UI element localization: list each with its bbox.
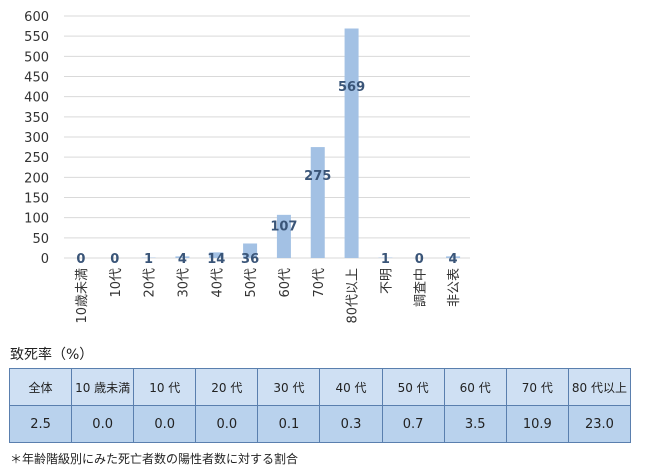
rate-header-cell: 70 代 bbox=[505, 368, 569, 406]
bar-data-label: 1 bbox=[144, 252, 153, 267]
rate-table-value-row: 2.5 0.0 0.0 0.0 0.1 0.3 0.7 3.5 10.9 23.… bbox=[8, 405, 632, 443]
bar bbox=[310, 147, 325, 258]
rate-value-cell: 10.9 bbox=[505, 405, 569, 443]
y-tick-label: 400 bbox=[24, 91, 49, 106]
x-category-label: 10歳未満 bbox=[75, 268, 90, 324]
x-category-label: 不明 bbox=[379, 268, 394, 294]
fatality-rate-title: 致死率（%） bbox=[10, 347, 94, 363]
y-tick-label: 350 bbox=[24, 111, 49, 126]
rate-value-cell: 23.0 bbox=[567, 405, 632, 443]
rate-value-cell: 0.7 bbox=[381, 405, 445, 443]
x-category-label: 10代 bbox=[109, 268, 124, 298]
x-category-label: 60代 bbox=[278, 268, 293, 298]
rate-value-cell: 0.0 bbox=[71, 405, 135, 443]
x-category-label: 40代 bbox=[210, 268, 225, 298]
rate-header-cell: 10 代 bbox=[133, 368, 197, 406]
y-tick-label: 450 bbox=[24, 71, 49, 86]
x-category-label: 20代 bbox=[143, 268, 158, 298]
rate-header-cell: 10 歳未満 bbox=[71, 368, 135, 406]
bar-data-label: 569 bbox=[338, 80, 365, 95]
rate-value-cell: 0.3 bbox=[319, 405, 383, 443]
bar bbox=[344, 28, 359, 259]
rate-value-cell: 2.5 bbox=[8, 405, 73, 443]
x-category-label: 非公表 bbox=[447, 268, 462, 307]
y-tick-label: 100 bbox=[24, 212, 49, 227]
bar bbox=[276, 214, 291, 258]
y-tick-label: 150 bbox=[24, 192, 49, 207]
y-tick-label: 300 bbox=[24, 131, 49, 146]
rate-header-cell: 60 代 bbox=[443, 368, 507, 406]
x-category-label: 調査中 bbox=[413, 268, 428, 307]
x-category-label: 70代 bbox=[312, 268, 327, 298]
bar bbox=[243, 243, 258, 258]
footnote: ＊年齢階級別にみた死亡者数の陽性者数に対する割合 bbox=[10, 452, 299, 466]
bar-data-label: 275 bbox=[304, 169, 331, 184]
bar-data-label: 4 bbox=[449, 252, 458, 267]
x-category-label: 30代 bbox=[176, 268, 191, 298]
bar-data-label: 107 bbox=[270, 220, 297, 235]
rate-header-cell: 全体 bbox=[8, 368, 73, 406]
bar-data-label: 1 bbox=[381, 252, 390, 267]
rate-table-header-row: 全体 10 歳未満 10 代 20 代 30 代 40 代 50 代 60 代 … bbox=[8, 368, 632, 406]
bar-data-label: 14 bbox=[207, 252, 225, 267]
y-tick-label: 50 bbox=[32, 232, 49, 247]
bar-data-label: 36 bbox=[241, 252, 259, 267]
y-tick-label: 600 bbox=[24, 10, 49, 25]
rate-value-cell: 0.0 bbox=[133, 405, 197, 443]
x-category-label: 80代以上 bbox=[346, 268, 361, 324]
bar-data-label: 4 bbox=[178, 252, 187, 267]
x-category-label: 50代 bbox=[244, 268, 259, 298]
bar bbox=[209, 252, 224, 258]
rate-header-cell: 20 代 bbox=[195, 368, 259, 406]
y-tick-label: 200 bbox=[24, 171, 49, 186]
fatality-rate-table: 全体 10 歳未満 10 代 20 代 30 代 40 代 50 代 60 代 … bbox=[8, 368, 632, 443]
y-tick-label: 250 bbox=[24, 151, 49, 166]
bar-data-label: 0 bbox=[76, 252, 85, 267]
rate-header-cell: 40 代 bbox=[319, 368, 383, 406]
rate-value-cell: 3.5 bbox=[443, 405, 507, 443]
rate-header-cell: 30 代 bbox=[257, 368, 321, 406]
bar-data-label: 0 bbox=[110, 252, 119, 267]
bar bbox=[175, 256, 190, 258]
rate-value-cell: 0.1 bbox=[257, 405, 321, 443]
y-tick-label: 0 bbox=[41, 252, 49, 267]
y-tick-label: 550 bbox=[24, 30, 49, 45]
rate-value-cell: 0.0 bbox=[195, 405, 259, 443]
rate-header-cell: 50 代 bbox=[381, 368, 445, 406]
y-tick-label: 500 bbox=[24, 50, 49, 65]
bar-data-label: 0 bbox=[415, 252, 424, 267]
rate-header-cell: 80 代以上 bbox=[567, 368, 632, 406]
age-bar-chart: 050100150200250300350400450500550600010歳… bbox=[24, 10, 470, 324]
bar bbox=[446, 256, 461, 258]
